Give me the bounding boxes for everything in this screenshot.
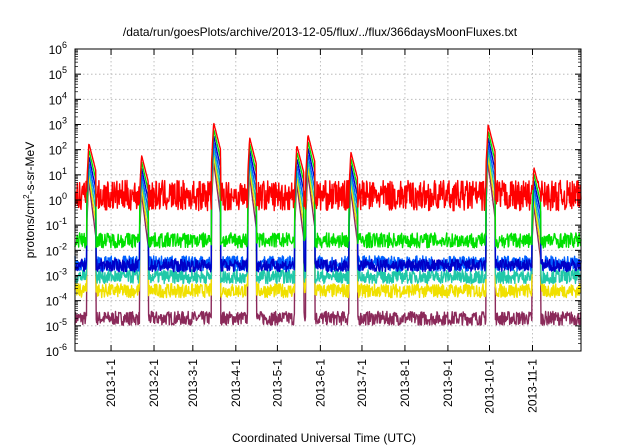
y-tick-base: 10 <box>46 219 60 233</box>
y-tick-exp: 5 <box>62 65 67 75</box>
y-axis: 10-610-510-410-310-210-11001011021031041… <box>46 40 581 359</box>
y-tick-label: 105 <box>49 65 67 82</box>
series-layer <box>74 122 582 326</box>
y-axis-label: protons/cm2-s-sr-MeV <box>22 142 37 258</box>
y-tick-label: 10-5 <box>46 317 67 334</box>
y-tick-base: 10 <box>49 194 63 208</box>
y-tick-label: 101 <box>49 166 67 183</box>
y-tick-base: 10 <box>49 68 63 82</box>
y-tick-label: 106 <box>49 40 67 57</box>
x-tick-label: 2013-8-1 <box>398 359 412 407</box>
x-tick-label: 2013-1-1 <box>104 359 118 407</box>
series-line <box>74 155 582 299</box>
x-tick-label: 2013-11-1 <box>525 359 539 413</box>
y-tick-base: 10 <box>49 169 63 183</box>
series-line <box>74 149 582 285</box>
y-tick-exp: -2 <box>59 241 67 251</box>
x-tick-label: 2013-6-1 <box>313 359 327 407</box>
series-line <box>74 162 582 326</box>
x-tick-label: 2013-10-1 <box>483 359 497 414</box>
x-tick-label: 2013-5-1 <box>270 359 284 407</box>
y-tick-exp: -1 <box>59 216 67 226</box>
y-tick-label: 10-4 <box>46 292 67 309</box>
y-tick-label: 10-2 <box>46 241 67 258</box>
y-axis-label-unit: protons/cm <box>23 199 37 258</box>
y-tick-base: 10 <box>46 345 60 359</box>
y-tick-label: 102 <box>49 141 67 158</box>
y-tick-base: 10 <box>46 295 60 309</box>
y-tick-exp: 3 <box>62 116 67 126</box>
x-axis-label: Coordinated Universal Time (UTC) <box>232 431 416 445</box>
y-tick-exp: -5 <box>59 317 67 327</box>
chart-title: /data/run/goesPlots/archive/2013-12-05/f… <box>123 25 518 39</box>
y-tick-label: 10-3 <box>46 267 67 284</box>
y-axis-label-sup: 2 <box>22 194 31 199</box>
y-tick-exp: 1 <box>62 166 67 176</box>
y-tick-label: 103 <box>49 116 67 133</box>
y-tick-label: 10-1 <box>46 216 67 233</box>
y-tick-base: 10 <box>49 144 63 158</box>
y-tick-exp: 4 <box>62 90 67 100</box>
series-line <box>74 129 582 249</box>
y-tick-base: 10 <box>46 244 60 258</box>
y-tick-exp: 2 <box>62 141 67 151</box>
y-tick-label: 104 <box>49 90 67 107</box>
y-tick-base: 10 <box>46 320 60 334</box>
x-tick-label: 2013-9-1 <box>441 359 455 407</box>
y-tick-label: 10-6 <box>46 342 67 359</box>
x-tick-label: 2013-2-1 <box>147 359 161 407</box>
y-tick-base: 10 <box>49 119 63 133</box>
y-tick-exp: 0 <box>62 191 67 201</box>
x-tick-label: 2013-3-1 <box>186 359 200 407</box>
y-tick-base: 10 <box>49 93 63 107</box>
x-axis: 2013-1-1 2013-2-1 2013-3-1 2013-4-1 2013-5-1… <box>104 49 539 414</box>
y-axis-label-rest: -s-sr-MeV <box>23 142 37 195</box>
y-tick-base: 10 <box>46 270 60 284</box>
series-line <box>74 122 582 212</box>
x-tick-label: 2013-7-1 <box>355 359 369 407</box>
y-tick-base: 10 <box>49 43 63 57</box>
grid <box>75 49 581 351</box>
y-tick-exp: -3 <box>59 267 67 277</box>
y-tick-exp: 6 <box>62 40 67 50</box>
y-tick-label: 100 <box>49 191 67 208</box>
y-tick-exp: -4 <box>59 292 67 302</box>
series-line <box>74 135 582 273</box>
x-tick-label: 2013-4-1 <box>229 359 243 407</box>
y-tick-exp: -6 <box>59 342 67 352</box>
